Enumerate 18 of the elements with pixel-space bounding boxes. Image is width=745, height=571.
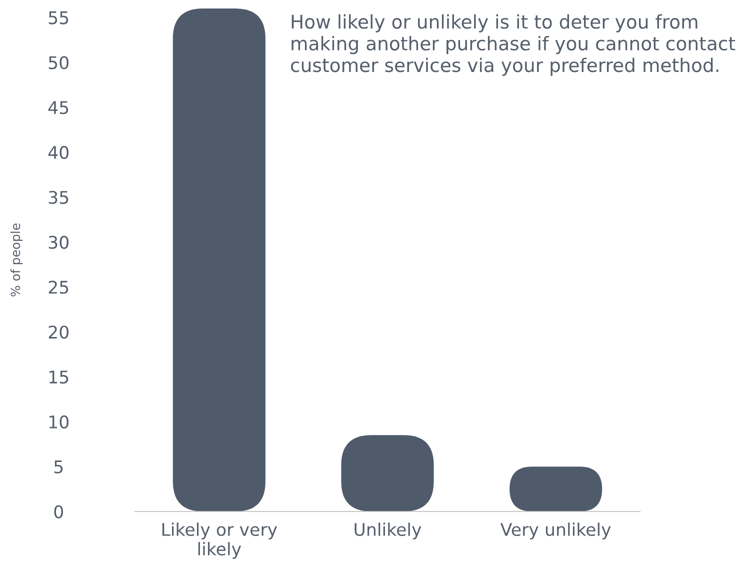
y-tick-label: 20 <box>48 326 69 339</box>
y-tick-label: 5 <box>54 460 63 474</box>
y-tick-label: 0 <box>54 505 63 518</box>
text: How likely or unlikely is it to deter you from making another purchase if you cannot contact customer services via your preferred method. <box>291 14 736 76</box>
x-tick-label: Unlikely <box>354 522 422 540</box>
y-tick-label: 55 <box>48 11 68 24</box>
y-tick-label: 40 <box>48 146 69 160</box>
x-tick-label: Likely or very likely <box>162 522 278 559</box>
y-tick-label: 30 <box>48 236 69 249</box>
y-tick-label: 10 <box>49 415 69 429</box>
bar <box>172 8 266 512</box>
y-tick-label: 15 <box>49 370 68 384</box>
y-tick-label: 50 <box>48 56 69 70</box>
y-tick-label: 35 <box>48 190 68 204</box>
x-tick-label: Very unlikely <box>500 522 611 540</box>
y-tick-label: 25 <box>48 280 68 294</box>
y-axis-title: % of people <box>10 224 23 296</box>
y-tick-label: 45 <box>48 101 68 114</box>
